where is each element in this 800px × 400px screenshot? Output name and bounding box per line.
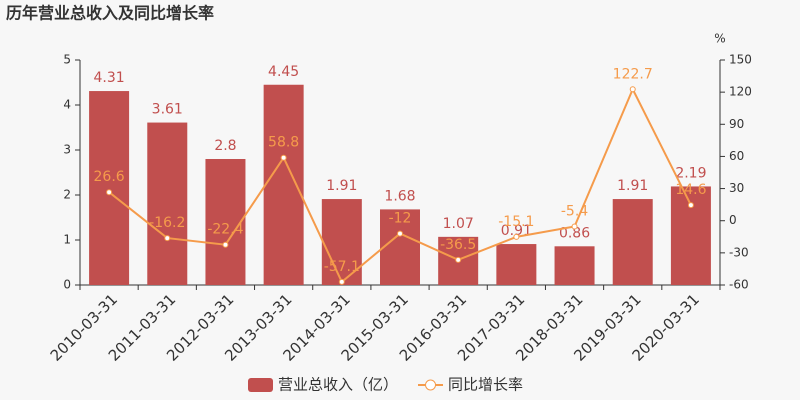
line-value-label: 14.6 <box>675 182 706 198</box>
line-point <box>338 278 345 285</box>
bar-value-label: 1.07 <box>443 216 474 232</box>
bar <box>496 244 537 285</box>
y2-tick-label: 0 <box>729 213 737 227</box>
y2-tick-label: 90 <box>729 117 744 131</box>
line-point <box>397 230 403 237</box>
line-value-label: -5.4 <box>561 204 588 220</box>
bar-value-label: 4.31 <box>94 70 125 86</box>
bar <box>554 246 595 285</box>
bar-value-label: 4.45 <box>268 64 299 80</box>
legend-swatch-point <box>425 379 437 391</box>
bar <box>670 186 711 285</box>
bar <box>612 199 653 285</box>
legend-label: 营业总收入（亿） <box>278 376 398 394</box>
bar <box>89 91 130 285</box>
y-tick-label: 4 <box>63 98 71 112</box>
y-tick-label: 3 <box>63 143 71 157</box>
legend-label: 同比增长率 <box>448 376 523 394</box>
bar <box>380 209 420 285</box>
y-tick-label: 5 <box>63 53 71 67</box>
legend-swatch <box>248 378 273 392</box>
line-point <box>280 154 287 161</box>
y2-tick-label: 120 <box>729 85 752 99</box>
line-value-label: -36.5 <box>440 237 476 253</box>
bar-value-label: 0.86 <box>559 225 590 241</box>
line-point <box>106 189 113 196</box>
y2-tick-label: 60 <box>729 149 744 163</box>
line-value-label: 26.6 <box>94 169 125 185</box>
line-point <box>164 235 171 242</box>
chart-title: 历年营业总收入及同比增长率 <box>6 4 214 23</box>
y2-axis-label: % <box>714 32 725 46</box>
line-value-label: -57.1 <box>324 259 360 275</box>
bar-value-label: 1.91 <box>617 178 648 194</box>
y2-tick-label: -30 <box>729 245 749 259</box>
y2-tick-label: 150 <box>729 53 752 67</box>
line-point <box>222 241 229 248</box>
line-point <box>513 233 520 240</box>
line-value-label: 122.7 <box>613 66 653 82</box>
line-value-label: -16.2 <box>149 215 185 231</box>
bar-value-label: 1.68 <box>384 188 415 204</box>
line-point <box>629 86 636 93</box>
line-value-label: -12 <box>389 211 412 227</box>
line-value-label: -22.4 <box>207 222 243 238</box>
line-value-label: -15.1 <box>498 214 534 230</box>
line-point <box>571 223 578 230</box>
line-point <box>687 202 694 209</box>
y-tick-label: 0 <box>63 278 71 292</box>
bar-value-label: 2.8 <box>214 138 236 154</box>
y2-tick-label: -60 <box>729 278 749 292</box>
line-point <box>455 256 462 263</box>
bar <box>147 122 188 285</box>
line-value-label: 58.8 <box>268 135 299 151</box>
y2-tick-label: 30 <box>729 181 744 195</box>
bar-value-label: 2.19 <box>675 165 706 181</box>
bar <box>263 84 304 285</box>
bar-value-label: 3.61 <box>152 102 183 118</box>
bar-value-label: 1.91 <box>326 178 357 194</box>
y-tick-label: 1 <box>63 233 71 247</box>
y-tick-label: 2 <box>63 188 71 202</box>
bar <box>205 159 246 285</box>
